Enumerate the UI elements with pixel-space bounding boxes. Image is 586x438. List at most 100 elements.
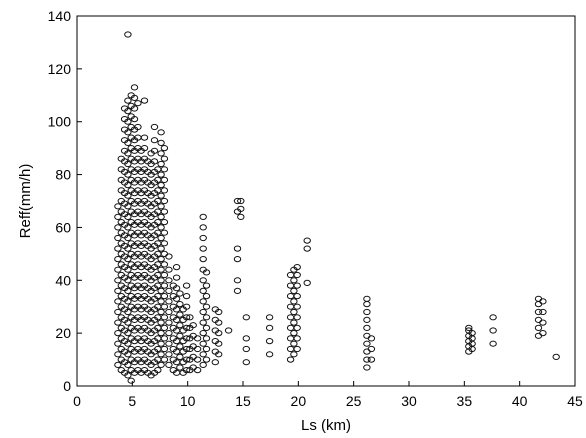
data-point [202, 293, 211, 300]
data-point [165, 308, 173, 316]
data-point [160, 261, 169, 268]
data-point [193, 367, 202, 374]
data-point [157, 224, 165, 231]
data-point [114, 277, 122, 284]
data-point [186, 314, 194, 321]
data-point [160, 303, 169, 310]
data-point [286, 345, 295, 353]
data-point [114, 298, 122, 305]
data-point [165, 319, 173, 326]
data-point [165, 287, 173, 294]
data-point [242, 345, 251, 353]
data-point [286, 271, 295, 279]
data-point [367, 335, 376, 342]
data-point [489, 340, 497, 347]
data-point [193, 356, 202, 363]
data-point [534, 308, 543, 316]
data-point [172, 264, 181, 271]
data-point [124, 256, 132, 263]
data-point [363, 301, 371, 308]
data-point [202, 345, 211, 353]
x-tick-label: 45 [567, 393, 583, 409]
data-point [124, 139, 132, 146]
data-point [154, 367, 162, 374]
data-point [157, 139, 165, 146]
data-point [539, 308, 547, 316]
data-point [182, 335, 191, 342]
data-point [140, 134, 149, 141]
y-tick-label: 80 [55, 167, 71, 183]
data-point [172, 285, 181, 292]
data-point [160, 240, 169, 247]
data-point [160, 145, 169, 152]
x-tick-label: 20 [291, 393, 307, 409]
data-point [157, 330, 165, 337]
data-point [157, 319, 165, 326]
data-point [124, 213, 132, 220]
data-point [160, 229, 169, 236]
data-point [293, 293, 301, 300]
data-point [160, 356, 169, 363]
data-point [157, 182, 165, 189]
data-point [160, 219, 169, 226]
data-point [233, 287, 242, 294]
data-point [114, 213, 122, 220]
data-point [290, 287, 298, 294]
y-axis: 0 20 40 60 80 100 120 140 [48, 8, 82, 394]
x-tick-label: 15 [235, 393, 251, 409]
data-point [124, 129, 132, 136]
data-point [130, 105, 139, 112]
data-point [124, 31, 132, 38]
x-axis-title: Ls (km) [301, 417, 351, 434]
data-point [286, 335, 295, 342]
x-axis: 0 5 10 15 20 25 30 35 40 45 [73, 381, 583, 409]
data-point [182, 303, 191, 310]
data-point [124, 277, 132, 284]
data-point [150, 137, 159, 144]
data-point [489, 327, 497, 334]
data-point [157, 160, 165, 168]
data-point [303, 245, 311, 252]
data-point [114, 340, 122, 347]
data-point [114, 308, 122, 316]
data-point [293, 282, 301, 289]
data-point [176, 332, 184, 339]
data-point [124, 150, 132, 157]
data-point [199, 234, 207, 242]
data-point [202, 282, 211, 289]
x-tick-label: 30 [401, 393, 417, 409]
data-point [124, 118, 132, 125]
data-point [265, 338, 274, 345]
data-point [176, 353, 184, 360]
y-tick-label: 100 [48, 114, 72, 130]
data-point [160, 335, 169, 342]
data-points [114, 31, 560, 384]
data-point [233, 277, 242, 284]
data-point [290, 330, 298, 337]
data-point [114, 287, 122, 294]
data-point [233, 197, 242, 205]
data-point [176, 322, 184, 329]
data-point [160, 324, 169, 331]
data-point [114, 256, 122, 263]
data-point [124, 182, 132, 189]
x-tick-label: 25 [346, 393, 362, 409]
data-point [182, 367, 191, 374]
data-point [193, 335, 202, 342]
data-point [176, 301, 184, 308]
data-point [468, 330, 476, 337]
data-point [150, 123, 159, 131]
data-point [124, 192, 132, 199]
data-point [160, 314, 169, 321]
data-point [199, 340, 207, 347]
data-point [176, 290, 184, 297]
y-axis-title: Reff(mm/h) [17, 164, 34, 239]
data-point [160, 155, 169, 162]
data-point [363, 316, 371, 323]
data-point [124, 340, 132, 347]
data-point [224, 327, 233, 334]
data-point [215, 330, 223, 337]
data-point [199, 245, 207, 252]
data-point [242, 359, 251, 366]
data-point [124, 97, 132, 104]
